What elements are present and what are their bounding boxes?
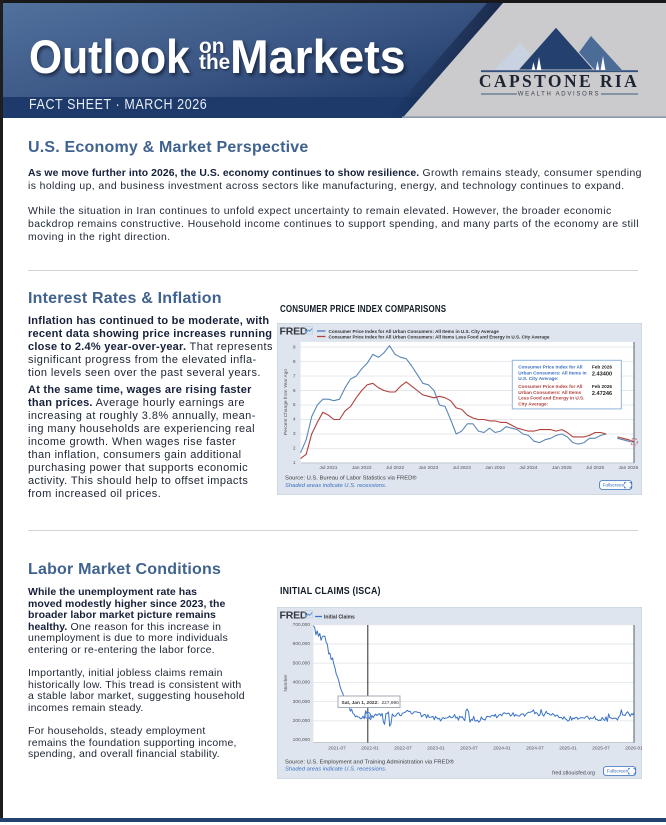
svg-text:2024-07: 2024-07 [526,746,544,752]
svg-text:500,000: 500,000 [293,660,311,666]
svg-text:2025-01: 2025-01 [559,746,577,752]
svg-text:Jul 2022: Jul 2022 [386,465,404,471]
svg-text:Source: U.S. Bureau of Labor S: Source: U.S. Bureau of Labor Statistics … [285,475,417,482]
svg-text:Initial Claims: Initial Claims [324,615,355,621]
svg-text:4: 4 [293,417,296,423]
svg-text:7: 7 [293,373,296,379]
svg-text:Feb 2026: Feb 2026 [592,365,612,370]
svg-text:Jan 2022: Jan 2022 [352,465,372,471]
svg-text:fred.stlouisfed.org: fred.stlouisfed.org [552,771,595,777]
svg-text:Urban Consumers: All Items in: Urban Consumers: All Items in [518,370,586,375]
svg-text:200,000: 200,000 [293,718,311,724]
svg-text:9: 9 [293,344,296,350]
svg-text:2021-07: 2021-07 [328,746,346,752]
svg-text:2023-01: 2023-01 [427,746,445,752]
svg-text:Urban Consumers: All Items: Urban Consumers: All Items [518,390,581,395]
svg-text:Number: Number [283,674,289,691]
svg-text:Shaded areas indicate U.S. rec: Shaded areas indicate U.S. recessions. [285,483,387,489]
svg-text:3: 3 [293,431,296,437]
svg-text:FRED: FRED [280,610,308,622]
svg-text:Sat, Jan 1, 2022: 227,890: Sat, Jan 1, 2022: 227,890 [342,700,400,706]
svg-text:Jan 2024: Jan 2024 [485,465,505,471]
svg-text:600,000: 600,000 [293,641,311,647]
svg-text:Jan 2026: Jan 2026 [619,465,639,471]
svg-text:Consumer Price Index for All U: Consumer Price Index for All Urban Consu… [329,335,550,340]
svg-text:City Average:: City Average: [518,401,548,406]
svg-text:2.43400: 2.43400 [592,371,612,377]
svg-text:300,000: 300,000 [293,699,311,705]
svg-text:2022-07: 2022-07 [394,746,412,752]
svg-text:8: 8 [293,359,296,365]
svg-text:Jan 2023: Jan 2023 [419,465,439,471]
svg-text:2024-01: 2024-01 [493,746,511,752]
svg-text:2025-07: 2025-07 [592,746,610,752]
svg-text:2026-01: 2026-01 [625,746,642,752]
svg-text:Jul 2023: Jul 2023 [453,465,471,471]
svg-text:WEALTH ADVISORS: WEALTH ADVISORS [518,92,600,98]
svg-text:2.47246: 2.47246 [592,391,612,397]
svg-text:Shaded areas indicate U.S. rec: Shaded areas indicate U.S. recessions. [285,766,387,772]
svg-text:2023-07: 2023-07 [460,746,478,752]
svg-text:Consumer Price Index for All: Consumer Price Index for All [518,365,582,370]
svg-text:U.S. City Average:: U.S. City Average: [518,376,559,381]
svg-text:Fullscreen: Fullscreen [603,483,625,488]
svg-text:2022-01: 2022-01 [361,746,379,752]
svg-text:2: 2 [293,446,296,452]
svg-text:Feb 2026: Feb 2026 [592,384,612,389]
svg-text:FRED: FRED [280,326,308,338]
svg-text:Source: U.S. Employment and Tr: Source: U.S. Employment and Training Adm… [285,759,455,766]
svg-text:Less Food and Energy in U.S.: Less Food and Energy in U.S. [518,396,584,401]
svg-text:1: 1 [293,460,296,466]
svg-text:6: 6 [293,388,296,394]
svg-text:Percent Change from Year Ago: Percent Change from Year Ago [283,369,289,435]
svg-text:Jul 2025: Jul 2025 [586,465,604,471]
svg-text:Jul 2024: Jul 2024 [519,465,537,471]
svg-text:5: 5 [293,402,296,408]
svg-text:Fullscreen: Fullscreen [607,769,629,774]
svg-text:700,000: 700,000 [293,622,311,628]
svg-text:CAPSTONE RIA: CAPSTONE RIA [479,71,639,91]
svg-text:Jul 2021: Jul 2021 [319,465,337,471]
svg-text:100,000: 100,000 [293,737,311,743]
svg-text:Consumer Price Index for All U: Consumer Price Index for All Urban Consu… [329,329,500,334]
svg-text:400,000: 400,000 [293,680,311,686]
svg-text:Consumer Price Index for All: Consumer Price Index for All [518,384,582,389]
svg-text:Jan 2025: Jan 2025 [552,465,572,471]
